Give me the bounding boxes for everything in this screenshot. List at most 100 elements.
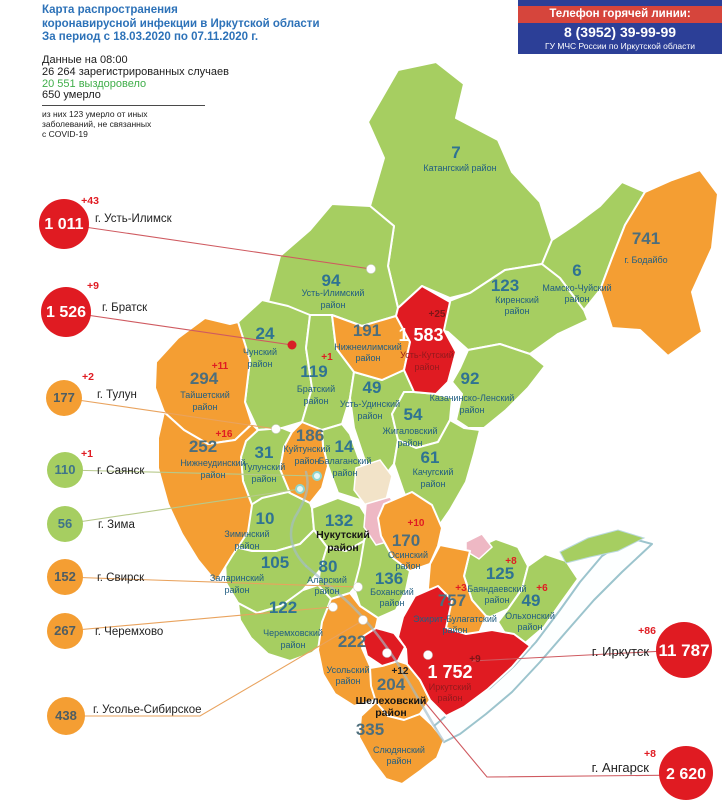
region-value: 122 [269, 598, 297, 617]
region-value: 191 [353, 321, 381, 340]
callout-svirsk-bubble[interactable] [47, 559, 83, 595]
svg-text:район: район [379, 598, 404, 608]
marker-irkutsk[interactable] [423, 650, 433, 660]
marker-svirsk[interactable] [353, 582, 363, 592]
marker-zima[interactable] [295, 484, 305, 494]
region-kuitunsky[interactable] [279, 421, 329, 504]
svg-text:район: район [442, 625, 467, 635]
callout-irkutsk: 11 787 +86 г. Иркутск [592, 622, 712, 678]
svg-text:Иркутский: Иркутский [429, 682, 472, 692]
svg-text:Аларский: Аларский [307, 575, 347, 585]
marker-tulun[interactable] [271, 424, 281, 434]
region-bodaibo[interactable] [599, 169, 719, 357]
region-value: 7 [451, 143, 460, 162]
svg-text:район: район [234, 541, 259, 551]
labels-bodaibo: 741 г. Бодайбо [624, 229, 667, 265]
callout-value: 177 [53, 390, 75, 405]
marker-ust-ilimsk[interactable] [366, 264, 376, 274]
marker-angarsk[interactable] [382, 648, 392, 658]
olkhon-island [559, 529, 646, 564]
region-value: 49 [363, 378, 382, 397]
svg-text:район: район [335, 676, 360, 686]
region-slyudyansky[interactable] [358, 701, 445, 785]
region-irkutsky[interactable] [397, 585, 531, 717]
marker-cheremkhovo[interactable] [328, 602, 338, 612]
svg-text:район: район [247, 359, 272, 369]
city-callouts: 1 011 +43 г. Усть-Илимск 1 526 +9 г. Бра… [39, 195, 713, 800]
title-line-3: За период с 18.03.2020 по 07.11.2020 г. [42, 31, 259, 43]
region-value: 54 [404, 405, 423, 424]
svg-text:район: район [224, 585, 249, 595]
svg-text:Братский: Братский [297, 384, 335, 394]
region-ust-kutsky[interactable] [395, 285, 457, 395]
svg-text:Усть-Кутский: Усть-Кутский [400, 350, 454, 360]
svg-text:Нижнеудинский: Нижнеудинский [180, 458, 245, 468]
callout-cheremkhovo-bubble[interactable] [47, 613, 83, 649]
svg-text:район: район [564, 294, 589, 304]
svg-text:Нижнеилимский: Нижнеилимский [334, 342, 402, 352]
svg-text:Тулунский: Тулунский [243, 462, 286, 472]
marker-usolye[interactable] [358, 615, 368, 625]
svg-text:район: район [420, 479, 445, 489]
labels-chunsky: 24 Чунский район [243, 324, 277, 369]
svg-text:Нукутский: Нукутский [316, 529, 370, 541]
region-value: 6 [572, 261, 581, 280]
svg-text:район: район [504, 306, 529, 316]
callout-delta: +1 [81, 448, 93, 460]
callout-bratsk-bubble[interactable] [41, 287, 91, 337]
marker-bratsk[interactable] [287, 340, 297, 350]
svg-text:район: район [327, 542, 358, 554]
region-value: 186 [296, 426, 324, 445]
svg-text:район: район [484, 595, 509, 605]
callout-value: 2 620 [666, 766, 706, 783]
callout-tulun-bubble[interactable] [46, 380, 82, 416]
callout-delta: +8 [644, 748, 656, 760]
region-value: 204 [377, 675, 406, 694]
region-value: 94 [322, 271, 341, 290]
region-nizhneudinsky[interactable] [157, 411, 259, 583]
svg-text:Слюдянский: Слюдянский [373, 745, 425, 755]
region-value: 222 [338, 632, 366, 651]
page-title: Карта распространения коронавирусной инф… [42, 4, 320, 45]
stats-registered: 26 264 зарегистрированных случаев [42, 65, 229, 78]
svg-text:Ольхонский: Ольхонский [505, 611, 555, 621]
marker-sayansk[interactable] [312, 471, 322, 481]
hotline-box: Телефон горячей линии: 8 (3952) 39-99-99… [518, 0, 722, 54]
callout-ust-ilimsk-bubble[interactable] [39, 199, 89, 249]
region-kazachinsko-lensky[interactable] [451, 343, 546, 429]
callout-value: 438 [55, 708, 77, 723]
region-shapes [154, 61, 719, 785]
callout-angarsk: 2 620 +8 г. Ангарск [592, 746, 713, 800]
callout-irkutsk-bubble[interactable] [656, 622, 712, 678]
region-value: 123 [491, 276, 519, 295]
svg-text:Усольский: Усольский [327, 665, 370, 675]
city-markers [271, 264, 433, 660]
callout-value: 110 [55, 462, 76, 477]
callout-value: 1 526 [46, 304, 86, 321]
svg-text:Зиминский: Зиминский [224, 529, 269, 539]
callout-delta: +43 [81, 195, 99, 207]
callout-zima-bubble[interactable] [47, 506, 83, 542]
region-value: 31 [255, 443, 274, 462]
stats-note-3: с COVID-19 [42, 129, 88, 140]
region-value: 294 [190, 369, 219, 388]
region-delta: +1 [321, 352, 333, 363]
region-value: 49 [522, 591, 541, 610]
callout-sayansk-bubble[interactable] [47, 452, 83, 488]
callout-usolye-bubble[interactable] [47, 697, 85, 735]
callout-zima: 56 г. Зима [47, 506, 135, 542]
callout-angarsk-bubble[interactable] [659, 746, 713, 800]
svg-text:Казачинско-Ленский: Казачинско-Ленский [430, 393, 515, 403]
